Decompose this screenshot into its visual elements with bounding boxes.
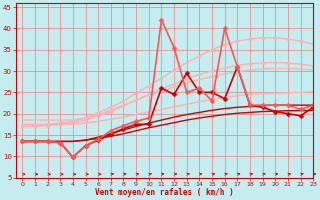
X-axis label: Vent moyen/en rafales ( km/h ): Vent moyen/en rafales ( km/h ) — [95, 188, 234, 197]
